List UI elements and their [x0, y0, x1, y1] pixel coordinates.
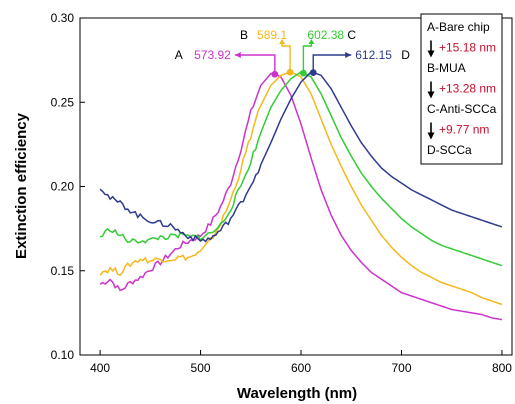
plot-frame: 400 500 600 700 800 0.10 0.15 0.20 0.25 0.30 [51, 11, 513, 375]
peak-arrow [279, 39, 286, 44]
peak-marker-b [286, 68, 294, 76]
series-letter: D [401, 48, 410, 62]
legend-stage-label: C-Anti-SCCa [427, 102, 497, 116]
down-arrow-icon [427, 132, 435, 140]
y-tick-label: 0.15 [51, 264, 75, 278]
x-tick-label: 800 [492, 361, 512, 375]
peak-arrow [234, 52, 241, 58]
legend-shift-label: +9.77 nm [439, 123, 489, 137]
peak-label-c: 602.38 C [302, 28, 356, 72]
y-tick-label: 0.20 [51, 180, 75, 194]
legend-shift-label: +15.18 nm [439, 41, 496, 55]
legend-stage-label: B-MUA [427, 61, 466, 75]
peak-label-b: 589.1 B [240, 28, 291, 71]
y-tick-label: 0.25 [51, 95, 75, 109]
peak-value: 573.92 [194, 48, 231, 62]
x-axis-title: Wavelength (nm) [237, 385, 357, 402]
y-tick-label: 0.10 [51, 348, 75, 362]
peak-label-d: 612.15 D [312, 48, 410, 71]
series-line-a [99, 72, 503, 321]
legend-box [420, 13, 503, 165]
series-letter: C [347, 28, 356, 42]
peak-marker-c [300, 69, 307, 77]
peak-value: 612.15 [355, 48, 392, 62]
x-tick-label: 600 [291, 361, 311, 375]
peak-value: 589.1 [257, 28, 287, 42]
peak-marker-d [309, 69, 317, 77]
series-line-d [99, 71, 503, 243]
y-axis-title: Extinction efficiency [13, 112, 30, 259]
x-tick-label: 400 [90, 361, 110, 375]
legend-stage-label: A-Bare chip [427, 20, 490, 34]
y-tick-label: 0.30 [51, 11, 75, 25]
x-tick-label: 500 [191, 361, 211, 375]
legend-shift-label: +13.28 nm [439, 82, 496, 96]
peak-value: 602.38 [307, 28, 344, 42]
peak-leader [312, 54, 352, 71]
down-arrow-icon [427, 50, 435, 58]
series-letter: B [240, 28, 248, 42]
peak-marker-a [271, 70, 279, 78]
series-line-b [99, 71, 503, 306]
peak-arrow [345, 52, 352, 58]
down-arrow-icon [427, 91, 435, 99]
series-letter: A [175, 48, 183, 62]
peak-leader [234, 54, 276, 73]
peak-arrow [308, 39, 315, 44]
legend: A-Bare chip +15.18 nm B-MUA +13.28 nm C-Anti… [420, 13, 503, 165]
peak-leader [281, 42, 291, 71]
legend-stage-label: D-SCCa [427, 143, 472, 157]
peak-label-a: 573.92 A [175, 48, 276, 73]
peak-leader [302, 42, 313, 72]
x-tick-label: 700 [391, 361, 411, 375]
